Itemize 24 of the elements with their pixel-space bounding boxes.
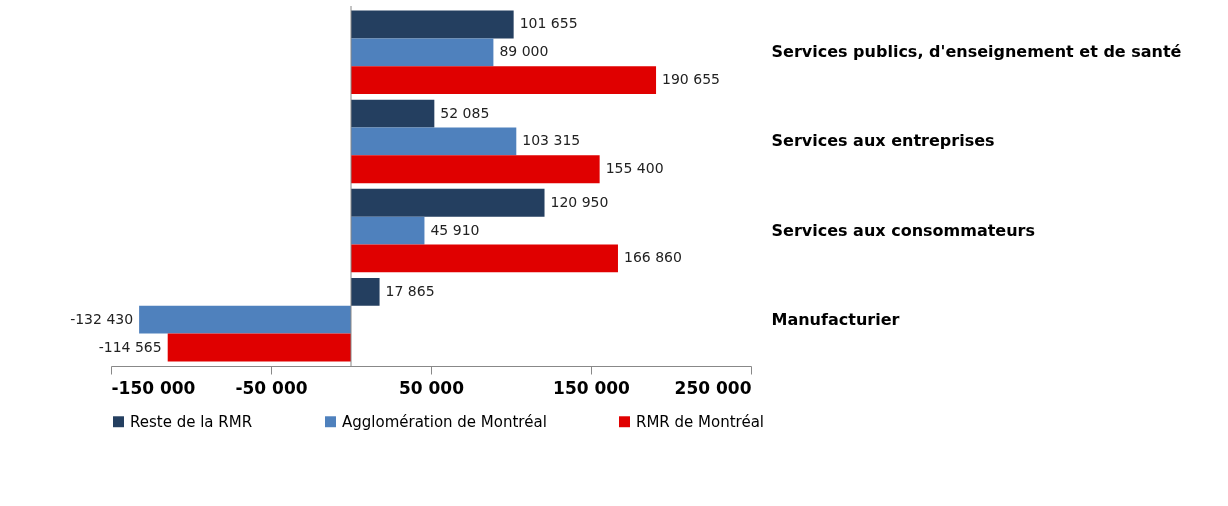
- legend-label: Agglomération de Montréal: [342, 412, 547, 431]
- data-label: 101 655: [519, 15, 578, 32]
- x-tick-label: -150 000: [111, 377, 196, 398]
- data-label: 166 860: [623, 249, 682, 266]
- legend-label: Reste de la RMR: [130, 412, 253, 431]
- y-tick-label: Services aux entreprises: [771, 131, 995, 151]
- y-tick-label: Services publics, d'enseignement et de santé: [771, 42, 1182, 62]
- data-label: 190 655: [662, 71, 720, 88]
- data-label: 17 865: [385, 282, 435, 299]
- y-tick-label: Services aux consommateurs: [771, 220, 1036, 240]
- legend-label: RMR de Montréal: [636, 412, 765, 431]
- data-label: 52 085: [440, 104, 490, 121]
- data-label: 89 000: [499, 43, 549, 60]
- data-label: 103 315: [522, 132, 581, 149]
- data-label: -114 565: [98, 338, 162, 355]
- data-label: 45 910: [430, 221, 480, 238]
- x-tick-label: 50 000: [398, 377, 465, 398]
- data-label: -132 430: [70, 310, 134, 327]
- x-tick-label: 250 000: [674, 377, 752, 398]
- data-label: 155 400: [605, 160, 664, 177]
- data-label: 120 950: [550, 193, 609, 210]
- x-tick-label: 150 000: [553, 377, 631, 398]
- x-tick-label: -50 000: [235, 377, 308, 398]
- y-tick-label: Manufacturier: [771, 309, 900, 329]
